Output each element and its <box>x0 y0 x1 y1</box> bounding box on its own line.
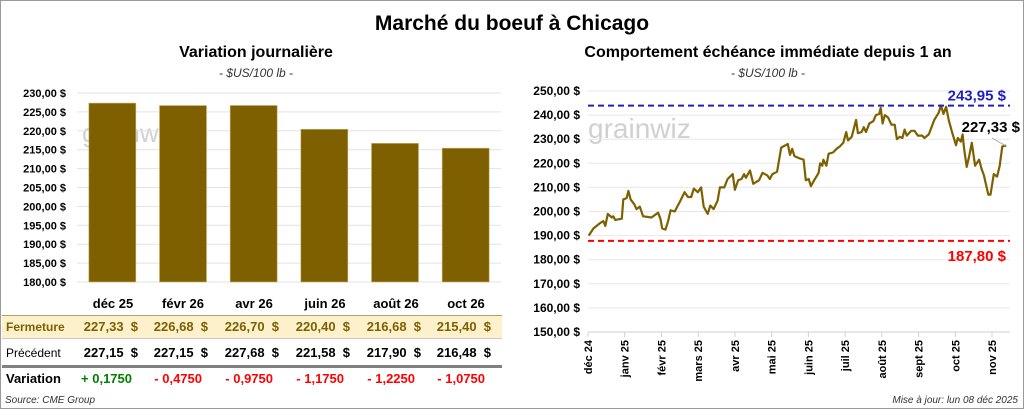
y-tick-label: 190,00 $ <box>533 229 580 243</box>
y-tick-label: 215,00 $ <box>23 145 66 157</box>
x-tick-label: mars 25 <box>693 340 705 382</box>
x-tick-label: sept 25 <box>914 340 926 378</box>
y-tick-label: 205,00 $ <box>23 183 66 195</box>
column-header: févr 26 <box>162 296 204 311</box>
column-header: août 26 <box>373 296 419 311</box>
max-label: 243,95 $ <box>948 88 1007 105</box>
last-label-leader <box>991 137 1007 147</box>
table-cell: - 0,4750 <box>154 371 202 386</box>
y-tick-label: 160,00 $ <box>533 301 580 315</box>
x-tick-label: août 25 <box>877 340 889 379</box>
x-tick-label: déc 24 <box>583 339 595 374</box>
main-title: Marché du boeuf à Chicago <box>374 12 650 35</box>
x-tick-label: févr 25 <box>656 340 668 375</box>
y-tick-label: 200,00 $ <box>533 205 580 219</box>
bar-juin 26 <box>300 128 349 283</box>
y-tick-label: 225,00 $ <box>23 107 66 119</box>
column-header: oct 26 <box>447 296 485 311</box>
table-cell: 226,68 $ <box>153 319 208 334</box>
y-tick-label: 250,00 $ <box>533 84 580 98</box>
column-header: avr 26 <box>235 296 273 311</box>
bar-déc 25 <box>88 102 137 283</box>
bar-août 26 <box>371 143 419 283</box>
y-tick-label: 195,00 $ <box>23 220 66 232</box>
min-label: 187,80 $ <box>948 248 1007 265</box>
right-chart-unit: - $US/100 lb - <box>730 66 806 80</box>
y-tick-label: 230,00 $ <box>23 88 66 100</box>
table-cell: 215,40 $ <box>436 319 491 334</box>
price-line <box>587 104 1007 237</box>
y-tick-label: 200,00 $ <box>23 201 66 213</box>
column-header: déc 25 <box>92 296 134 311</box>
left-chart-unit: - $US/100 lb - <box>218 66 294 80</box>
table-cell: - 0,9750 <box>225 371 273 386</box>
x-tick-label: mai 25 <box>767 340 779 374</box>
table-row-variation: Variation + 0,1750 - 0,4750 - 0,9750 - 1… <box>2 368 502 390</box>
table-cell: + 0,1750 <box>81 371 132 386</box>
y-tick-label: 170,00 $ <box>533 277 580 291</box>
y-tick-label: 240,00 $ <box>533 108 580 122</box>
y-tick-label: 180,00 $ <box>533 253 580 267</box>
table-cell: 221,58 $ <box>295 345 350 360</box>
table-cell: 220,40 $ <box>295 319 350 334</box>
table-cell: 216,68 $ <box>366 319 421 334</box>
x-tick-label: juin 25 <box>803 340 815 376</box>
row-label: Précédent <box>6 346 61 360</box>
x-tick-label: oct 25 <box>950 340 962 372</box>
y-tick-label: 190,00 $ <box>23 239 66 251</box>
table-cell: - 1,0750 <box>437 371 485 386</box>
table-cell: 216,48 $ <box>436 345 491 360</box>
table-row-fermeture: Fermeture 227,33 $ 226,68 $ 226,70 $ 220… <box>2 316 502 338</box>
left-chart-title: Variation journalière <box>179 44 333 61</box>
y-tick-label: 150,00 $ <box>533 325 580 339</box>
y-tick-label: 220,00 $ <box>23 126 66 138</box>
column-header: juin 26 <box>304 296 346 311</box>
table-cell: - 1,2250 <box>367 371 415 386</box>
bar-avr 26 <box>229 105 278 283</box>
bar-oct 26 <box>441 147 490 283</box>
table-cell: - 1,1750 <box>296 371 344 386</box>
update-note: Mise à jour: lun 08 déc 2025 <box>892 395 1018 406</box>
bar-févr 26 <box>159 105 207 283</box>
y-tick-label: 180,00 $ <box>23 277 66 289</box>
table-header-row: déc 25 févr 26 avr 26 juin 26 août 26 oc… <box>2 294 502 316</box>
row-label: Fermeture <box>6 320 65 334</box>
y-tick-label: 210,00 $ <box>533 180 580 194</box>
table-cell: 227,15 $ <box>83 345 138 360</box>
table-cell: 227,33 $ <box>83 319 138 334</box>
x-tick-label: juil 25 <box>840 340 852 372</box>
x-tick-label: nov 25 <box>987 340 999 375</box>
source-note: Source: CME Group <box>5 395 96 406</box>
table-cell: 227,15 $ <box>153 345 208 360</box>
row-label: Variation <box>6 371 61 386</box>
table-cell: 227,68 $ <box>224 345 279 360</box>
x-tick-label: janv 25 <box>620 340 632 378</box>
y-tick-label: 210,00 $ <box>23 164 66 176</box>
table-cell: 217,90 $ <box>366 345 421 360</box>
table-cell: 226,70 $ <box>224 319 279 334</box>
y-tick-label: 185,00 $ <box>23 258 66 270</box>
y-tick-label: 220,00 $ <box>533 156 580 170</box>
x-tick-label: avr 25 <box>730 340 742 372</box>
y-tick-label: 230,00 $ <box>533 132 580 146</box>
table-row-precedent: Précédent 227,15 $ 227,15 $ 227,68 $ 221… <box>2 342 502 364</box>
right-chart-title: Comportement échéance immédiate depuis 1… <box>584 44 952 61</box>
last-value-label: 227,33 $ <box>962 119 1021 136</box>
